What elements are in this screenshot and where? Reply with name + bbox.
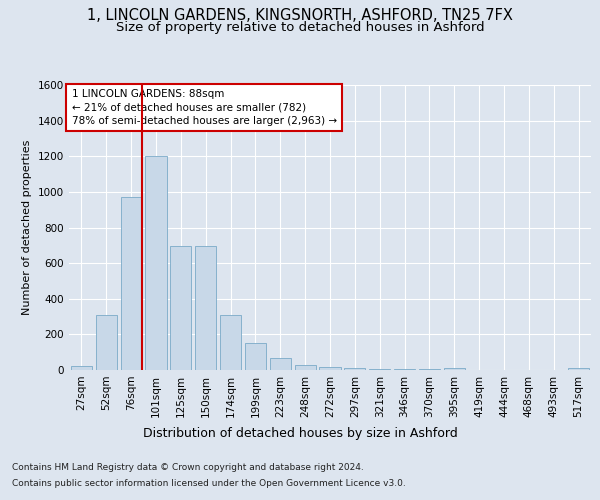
Bar: [121, 197, 142, 370]
Bar: [145, 156, 167, 370]
Text: Contains public sector information licensed under the Open Government Licence v3: Contains public sector information licen…: [12, 479, 406, 488]
Bar: [245, 344, 266, 370]
Text: Contains HM Land Registry data © Crown copyright and database right 2024.: Contains HM Land Registry data © Crown c…: [12, 462, 364, 471]
Bar: [394, 369, 415, 370]
Bar: [270, 358, 291, 370]
Bar: [220, 315, 241, 370]
Bar: [96, 315, 117, 370]
Bar: [344, 368, 365, 370]
Bar: [369, 369, 390, 370]
Bar: [295, 364, 316, 370]
Bar: [419, 369, 440, 370]
Y-axis label: Number of detached properties: Number of detached properties: [22, 140, 32, 315]
Text: Distribution of detached houses by size in Ashford: Distribution of detached houses by size …: [143, 428, 457, 440]
Bar: [170, 246, 191, 370]
Text: 1, LINCOLN GARDENS, KINGSNORTH, ASHFORD, TN25 7FX: 1, LINCOLN GARDENS, KINGSNORTH, ASHFORD,…: [87, 8, 513, 22]
Bar: [444, 368, 465, 370]
Text: Size of property relative to detached houses in Ashford: Size of property relative to detached ho…: [116, 21, 484, 34]
Bar: [319, 367, 341, 370]
Bar: [568, 368, 589, 370]
Text: 1 LINCOLN GARDENS: 88sqm
← 21% of detached houses are smaller (782)
78% of semi-: 1 LINCOLN GARDENS: 88sqm ← 21% of detach…: [71, 90, 337, 126]
Bar: [195, 246, 216, 370]
Bar: [71, 366, 92, 370]
